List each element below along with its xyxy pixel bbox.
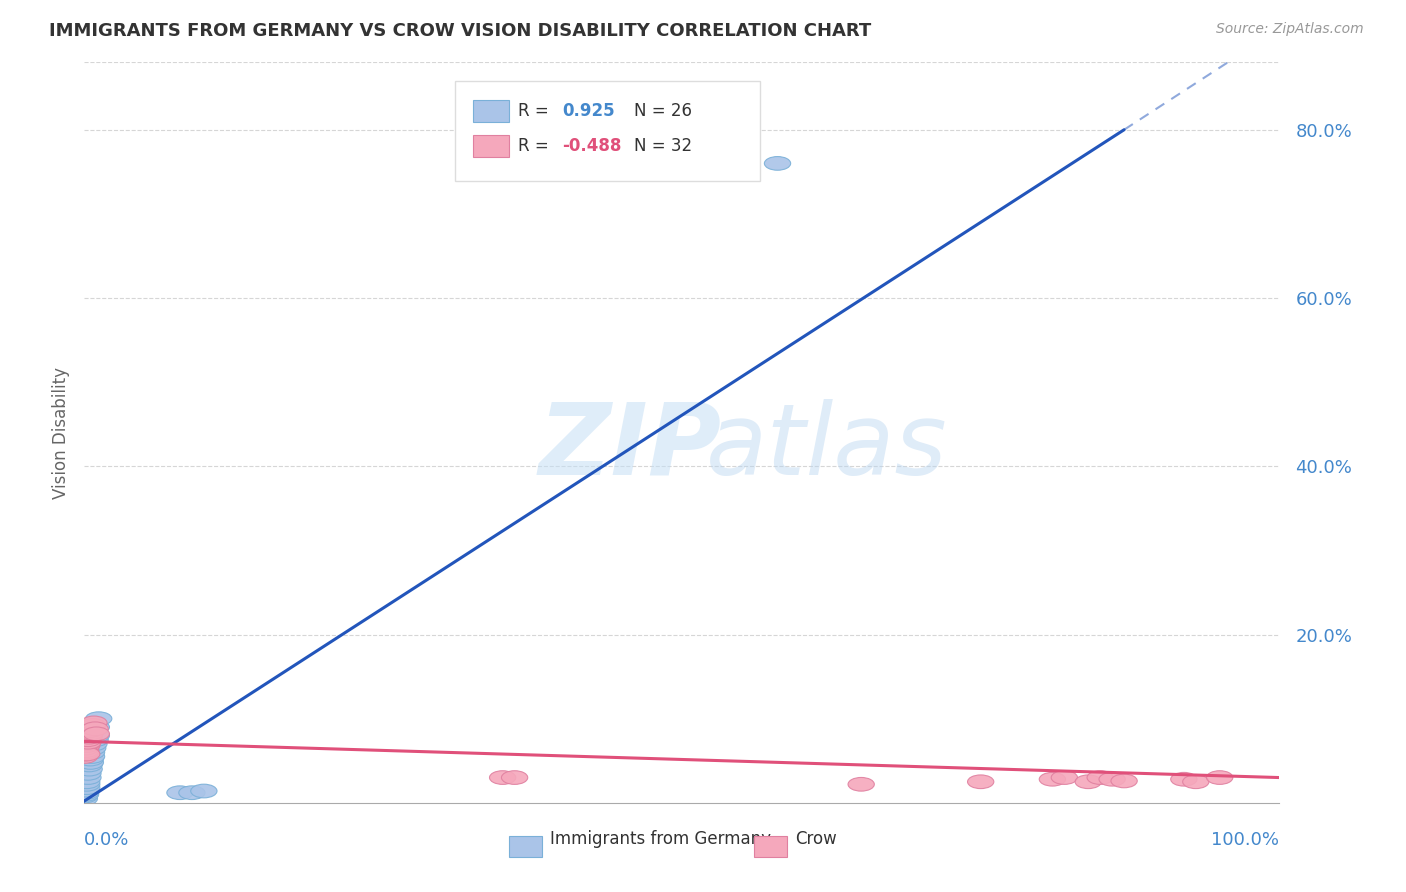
Ellipse shape (79, 749, 104, 764)
Ellipse shape (73, 746, 98, 759)
Ellipse shape (75, 733, 101, 747)
Text: N = 32: N = 32 (634, 137, 692, 155)
Ellipse shape (1052, 771, 1077, 784)
Ellipse shape (73, 744, 98, 757)
Ellipse shape (967, 775, 994, 789)
Text: N = 26: N = 26 (634, 103, 692, 120)
Ellipse shape (77, 752, 104, 766)
Ellipse shape (73, 775, 100, 789)
Ellipse shape (848, 778, 875, 791)
Ellipse shape (191, 784, 217, 797)
Text: Source: ZipAtlas.com: Source: ZipAtlas.com (1216, 22, 1364, 37)
Ellipse shape (80, 716, 107, 730)
Ellipse shape (76, 763, 103, 776)
Text: atlas: atlas (706, 399, 948, 496)
Y-axis label: Vision Disability: Vision Disability (52, 367, 70, 499)
Ellipse shape (73, 778, 100, 791)
Ellipse shape (73, 788, 98, 801)
Ellipse shape (1111, 774, 1137, 788)
Ellipse shape (73, 741, 98, 755)
Ellipse shape (73, 786, 98, 799)
Ellipse shape (1076, 775, 1101, 789)
Text: -0.488: -0.488 (562, 137, 621, 155)
Ellipse shape (76, 758, 103, 772)
Ellipse shape (489, 771, 516, 784)
Ellipse shape (1039, 772, 1066, 786)
Ellipse shape (73, 739, 100, 753)
Ellipse shape (73, 737, 100, 751)
Ellipse shape (86, 712, 112, 725)
Text: ZIP: ZIP (538, 399, 721, 496)
Ellipse shape (82, 722, 108, 736)
Ellipse shape (167, 786, 193, 799)
FancyBboxPatch shape (456, 81, 759, 181)
Ellipse shape (1099, 772, 1125, 786)
FancyBboxPatch shape (472, 100, 509, 122)
Ellipse shape (80, 737, 107, 751)
FancyBboxPatch shape (509, 836, 543, 857)
FancyBboxPatch shape (754, 836, 787, 857)
Ellipse shape (80, 741, 105, 755)
Ellipse shape (75, 735, 101, 749)
Ellipse shape (73, 780, 100, 795)
Text: R =: R = (519, 137, 548, 155)
Text: R =: R = (519, 103, 548, 120)
Ellipse shape (179, 786, 205, 799)
Ellipse shape (72, 792, 97, 805)
Ellipse shape (75, 766, 101, 780)
Ellipse shape (83, 729, 110, 742)
Ellipse shape (75, 771, 101, 784)
Ellipse shape (502, 771, 527, 784)
Ellipse shape (80, 719, 105, 732)
Ellipse shape (72, 789, 97, 803)
Ellipse shape (1206, 771, 1233, 784)
Text: 0.925: 0.925 (562, 103, 614, 120)
Ellipse shape (73, 783, 98, 797)
Ellipse shape (72, 749, 97, 764)
Ellipse shape (765, 157, 790, 170)
Text: Crow: Crow (796, 830, 837, 848)
Ellipse shape (72, 747, 97, 761)
Ellipse shape (76, 731, 103, 744)
Ellipse shape (79, 746, 104, 759)
Ellipse shape (1087, 771, 1114, 784)
Ellipse shape (73, 747, 100, 761)
Text: IMMIGRANTS FROM GERMANY VS CROW VISION DISABILITY CORRELATION CHART: IMMIGRANTS FROM GERMANY VS CROW VISION D… (49, 22, 872, 40)
Text: 100.0%: 100.0% (1212, 831, 1279, 849)
Text: 0.0%: 0.0% (84, 831, 129, 849)
Text: Immigrants from Germany: Immigrants from Germany (551, 830, 772, 848)
Ellipse shape (76, 729, 103, 742)
Ellipse shape (82, 733, 108, 747)
FancyBboxPatch shape (472, 135, 509, 157)
Ellipse shape (1182, 775, 1209, 789)
Ellipse shape (79, 720, 104, 734)
Ellipse shape (77, 723, 104, 738)
Ellipse shape (1171, 772, 1197, 786)
Ellipse shape (77, 726, 104, 739)
Ellipse shape (83, 727, 110, 740)
Ellipse shape (83, 720, 110, 734)
Ellipse shape (77, 756, 104, 769)
